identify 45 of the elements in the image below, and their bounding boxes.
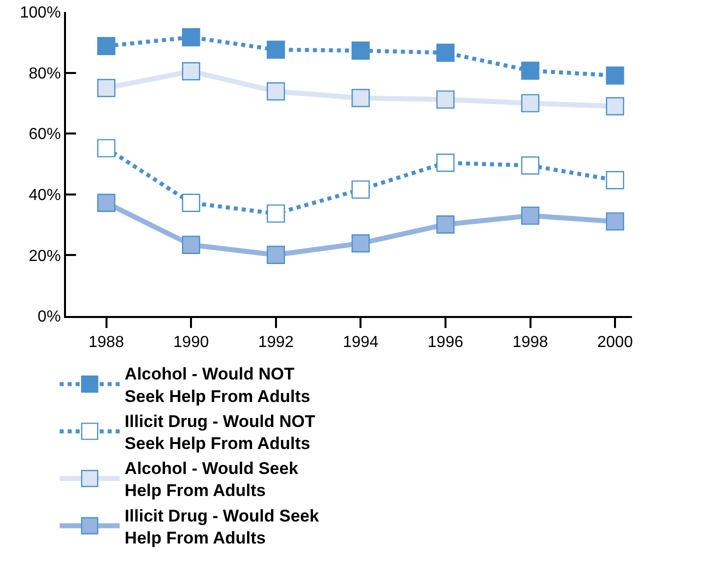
point xyxy=(97,139,116,158)
y-tick-label: 20% xyxy=(28,248,61,265)
point xyxy=(521,156,540,175)
point xyxy=(266,246,285,264)
x-tick-label: 1990 xyxy=(173,334,209,352)
legend-label: Alcohol - Would NOT Seek Help From Adults xyxy=(124,364,310,406)
x-tick-label: 1998 xyxy=(512,334,548,352)
y-tick-label: 100% xyxy=(20,4,61,22)
point xyxy=(606,212,624,231)
legend-label: Illicit Drug - Would NOT Seek Help From Adults xyxy=(124,412,316,453)
x-tick-label: 2000 xyxy=(597,334,633,352)
x-tick-label: 1992 xyxy=(258,334,294,352)
point xyxy=(352,234,370,252)
point xyxy=(606,171,624,190)
point xyxy=(352,180,370,199)
point xyxy=(521,94,540,112)
point xyxy=(521,206,540,225)
point xyxy=(182,236,200,254)
y-tick-label: 80% xyxy=(28,65,61,82)
point xyxy=(97,194,116,212)
y-tick-label: 40% xyxy=(28,187,61,204)
y-tick-label: 60% xyxy=(28,126,61,144)
point xyxy=(521,62,540,80)
point xyxy=(266,40,285,59)
legend-label: Alcohol - Would Seek Help From Adults xyxy=(124,459,299,500)
point xyxy=(266,82,285,100)
point xyxy=(266,204,285,223)
point xyxy=(182,62,200,80)
x-tick-label: 1994 xyxy=(342,334,379,352)
x-tick-label: 1988 xyxy=(88,334,124,352)
point xyxy=(436,44,455,62)
point xyxy=(436,215,455,234)
point xyxy=(97,78,116,98)
y-tick-label: 0% xyxy=(38,308,61,326)
point xyxy=(436,154,455,172)
point xyxy=(436,90,455,109)
point xyxy=(606,66,624,85)
point xyxy=(352,88,370,108)
legend-label: Illicit Drug - Would Seek Help From Adults xyxy=(124,506,320,548)
x-tick-label: 1996 xyxy=(428,334,464,352)
point xyxy=(182,28,200,46)
point xyxy=(182,194,200,212)
point xyxy=(97,36,116,56)
point xyxy=(352,42,370,60)
point xyxy=(606,97,624,116)
